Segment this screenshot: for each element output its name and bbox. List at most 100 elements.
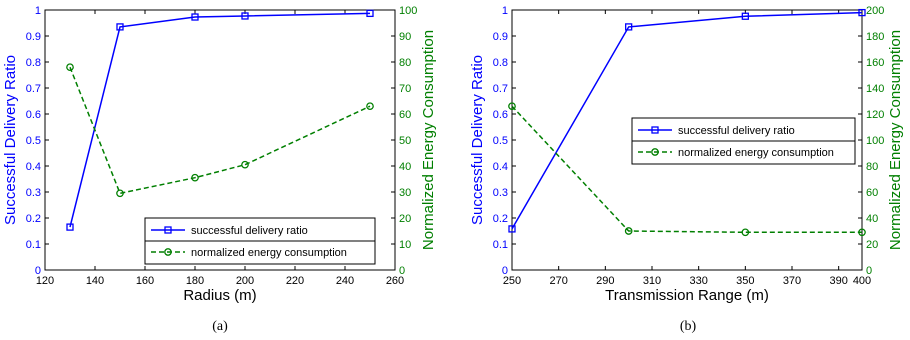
chart-b-x-tick-label: 370 <box>783 275 801 287</box>
chart-b-x-tick-label: 390 <box>829 275 847 287</box>
chart-a-y-right-tick-label: 80 <box>399 57 411 69</box>
chart-b-y-right-tick-label: 20 <box>866 239 878 251</box>
chart-a-series-delivery-line <box>69 12 371 228</box>
chart-a-y-right-axis-label: Normalized Energy Consumption <box>420 30 437 250</box>
chart-b-y-left-tick-label: 0.1 <box>493 239 508 251</box>
chart-a-legend-label: normalized energy consumption <box>191 247 347 259</box>
chart-a-delivery-point <box>66 223 74 231</box>
chart-b-delivery-point <box>858 8 866 17</box>
chart-a-energy-point <box>366 102 374 111</box>
chart-b-energy-point <box>858 228 866 237</box>
chart-b-y-left-tick-label: 1 <box>502 5 508 17</box>
chart-b-legend-label: successful delivery ratio <box>678 125 795 137</box>
chart-b-y-left-axis-label: Successful Delivery Ratio <box>469 55 486 225</box>
chart-b-y-right-tick-label: 180 <box>866 31 884 43</box>
chart-a-delivery-point <box>241 12 249 20</box>
chart-a-x-tick-label: 260 <box>386 275 404 287</box>
chart-b-x-axis-label: Transmission Range (m) <box>605 287 769 304</box>
chart-a-legend-label: successful delivery ratio <box>191 225 308 237</box>
chart-b-y-left-tick-label: 0.7 <box>493 83 508 95</box>
chart-a-x-tick-label: 140 <box>86 275 104 287</box>
chart-a-y-right-tick-label: 90 <box>399 31 411 43</box>
chart-a-y-left-tick-label: 0.6 <box>26 109 41 121</box>
chart-b-y-right-tick-label: 200 <box>866 5 884 17</box>
chart-a-x-tick-label: 200 <box>236 275 254 287</box>
chart-b-y-left-tick-label: 0.5 <box>493 135 508 147</box>
chart-a: 120 140 160 180 200 220 240 26000.10.20.30.40.5… <box>2 5 437 334</box>
chart-a-x-tick-label: 180 <box>186 275 204 287</box>
chart-a-y-right-tick-label: 60 <box>399 109 411 121</box>
chart-b-y-right-tick-label: 60 <box>866 187 878 199</box>
chart-b-series-delivery-line <box>511 11 863 230</box>
chart-b-legend-label: normalized energy consumption <box>678 147 834 159</box>
chart-b-y-left-tick-label: 0.6 <box>493 109 508 121</box>
chart-a-delivery-point <box>116 23 124 31</box>
chart-a-energy-point <box>116 189 124 198</box>
chart-a-y-left-tick-label: 1 <box>35 5 41 17</box>
chart-a-y-left-tick-label: 0 <box>35 265 41 277</box>
chart-a-y-right-tick-label: 10 <box>399 239 411 251</box>
chart-b-x-tick-label: 310 <box>643 275 661 287</box>
chart-a-legend: successful delivery ratio normalized ener… <box>144 217 376 265</box>
chart-b-y-right-tick-label: 100 <box>866 135 884 147</box>
chart-b-y-right-axis-label: Normalized Energy Consumption <box>887 30 904 250</box>
chart-b-y-left-tick-label: 0.9 <box>493 31 508 43</box>
chart-a-energy-point <box>241 160 249 169</box>
chart-b-y-left-tick-label: 0.8 <box>493 57 508 69</box>
chart-b-x-tick-label: 270 <box>549 275 567 287</box>
chart-b-y-right-tick-label: 80 <box>866 161 878 173</box>
chart-b: 250 270 290 310 330 350 370 390 40000.10.20.30.4… <box>469 5 904 334</box>
chart-b-legend: successful delivery ratio normalized ener… <box>631 117 856 165</box>
chart-a-x-tick-label: 240 <box>336 275 354 287</box>
chart-a-y-right-tick-label: 70 <box>399 83 411 95</box>
chart-a-y-right-tick-label: 20 <box>399 213 411 225</box>
chart-a-y-right-tick-label: 100 <box>399 5 417 17</box>
chart-a-delivery-point <box>191 13 199 21</box>
chart-a-y-left-tick-label: 0.2 <box>26 213 41 225</box>
chart-b-y-left-tick-label: 0.4 <box>493 161 508 173</box>
chart-a-y-left-tick-label: 0.9 <box>26 31 41 43</box>
chart-a-delivery-point <box>366 9 374 18</box>
chart-b-caption: (b) <box>680 319 697 334</box>
chart-b-energy-point <box>624 227 633 235</box>
chart-b-y-right-tick-label: 140 <box>866 83 884 95</box>
chart-a-y-left-axis-label: Successful Delivery Ratio <box>2 55 19 225</box>
chart-a-y-right-tick-label: 40 <box>399 161 411 173</box>
chart-a-x-axis-label: Radius (m) <box>183 287 256 304</box>
chart-a-y-left-tick-label: 0.4 <box>26 161 41 173</box>
chart-a-y-left-tick-label: 0.5 <box>26 135 41 147</box>
chart-b-y-right-tick-label: 160 <box>866 57 884 69</box>
chart-b-legend-circle-marker <box>651 148 659 156</box>
chart-a-y-right-tick-label: 50 <box>399 135 411 147</box>
chart-b-y-right-tick-label: 0 <box>866 265 872 277</box>
chart-a-y-left-tick-label: 0.1 <box>26 239 41 251</box>
chart-b-legend-square-marker <box>651 126 659 134</box>
chart-a-y-left-tick-label: 0.3 <box>26 187 41 199</box>
chart-b-y-right-tick-label: 40 <box>866 213 878 225</box>
chart-a-series-energy-line <box>69 66 371 195</box>
chart-b-x-tick-label: 330 <box>689 275 707 287</box>
chart-b-delivery-point <box>508 225 516 233</box>
chart-b-y-left-tick-label: 0.2 <box>493 213 508 225</box>
chart-b-delivery-point <box>741 12 749 20</box>
chart-a-caption: (a) <box>212 319 228 334</box>
chart-a-legend-circle-marker <box>164 248 172 256</box>
chart-b-series-energy-line <box>511 105 862 234</box>
chart-a-x-tick-label: 160 <box>136 275 154 287</box>
chart-b-x-tick-label: 290 <box>596 275 614 287</box>
chart-a-energy-point <box>191 173 199 182</box>
chart-a-y-left-tick-label: 0.8 <box>26 57 41 69</box>
chart-a-y-right-tick-label: 0 <box>399 265 405 277</box>
chart-a-legend-square-marker <box>164 226 172 234</box>
chart-a-y-right-tick-label: 30 <box>399 187 411 199</box>
chart-b-x-tick-label: 250 <box>503 275 521 287</box>
chart-b-energy-point <box>508 102 516 111</box>
chart-b-energy-point <box>741 228 750 237</box>
chart-b-y-right-tick-label: 120 <box>866 109 884 121</box>
chart-a-y-left-tick-label: 0.7 <box>26 83 41 95</box>
chart-a-energy-point <box>66 63 74 72</box>
chart-a-x-tick-label: 120 <box>36 275 54 287</box>
chart-a-x-tick-label: 220 <box>286 275 304 287</box>
chart-b-x-tick-label: 350 <box>736 275 754 287</box>
